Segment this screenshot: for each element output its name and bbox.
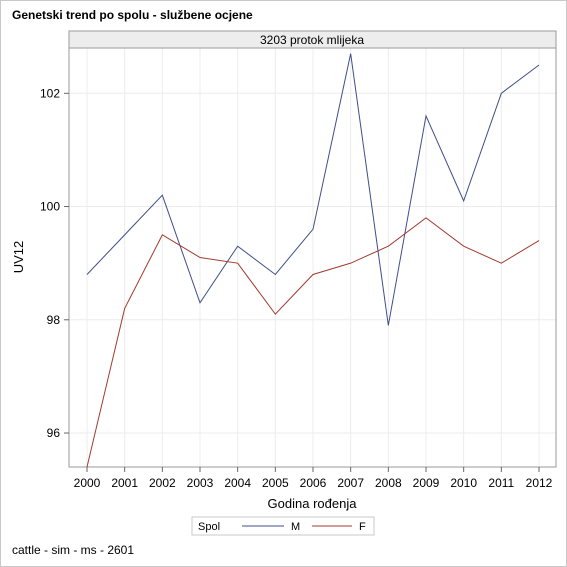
x-tick-label: 2004 (224, 476, 251, 490)
legend-title: Spol (198, 521, 220, 533)
x-tick-label: 2006 (300, 476, 327, 490)
x-tick-label: 2003 (187, 476, 214, 490)
x-tick-label: 2000 (74, 476, 101, 490)
y-tick-label: 96 (47, 426, 61, 440)
footnote: cattle - sim - ms - 2601 (12, 543, 135, 557)
x-axis-title: Godina rođenja (268, 496, 358, 511)
x-tick-label: 2010 (450, 476, 477, 490)
panel-header (68, 30, 557, 49)
y-tick-label: 98 (47, 313, 61, 327)
x-tick-label: 2008 (375, 476, 402, 490)
x-tick-label: 2002 (149, 476, 176, 490)
series-lines (86, 53, 540, 468)
x-tick-label: 2009 (413, 476, 440, 490)
legend: Spol M F (191, 516, 375, 536)
x-tick-label: 2011 (488, 476, 514, 490)
legend-label-f: F (359, 521, 366, 533)
x-tick-label: 2005 (262, 476, 289, 490)
x-tick-label: 2001 (111, 476, 138, 490)
x-tick-label: 2007 (337, 476, 364, 490)
legend-label-m: M (291, 521, 300, 533)
gridlines (69, 48, 556, 467)
y-axis: 96 98 100 102 (40, 86, 69, 440)
x-axis: 2000 2001 2002 2003 2004 2005 2006 2007 2008 2009… (74, 467, 553, 490)
x-tick-label: 2012 (526, 476, 553, 490)
y-tick-label: 102 (40, 86, 60, 100)
y-tick-label: 100 (40, 200, 60, 214)
y-axis-title: UV12 (11, 241, 26, 274)
chart-title: Genetski trend po spolu - službene ocjen… (12, 8, 253, 22)
panel-label: 3203 protok mlijeka (260, 33, 364, 47)
